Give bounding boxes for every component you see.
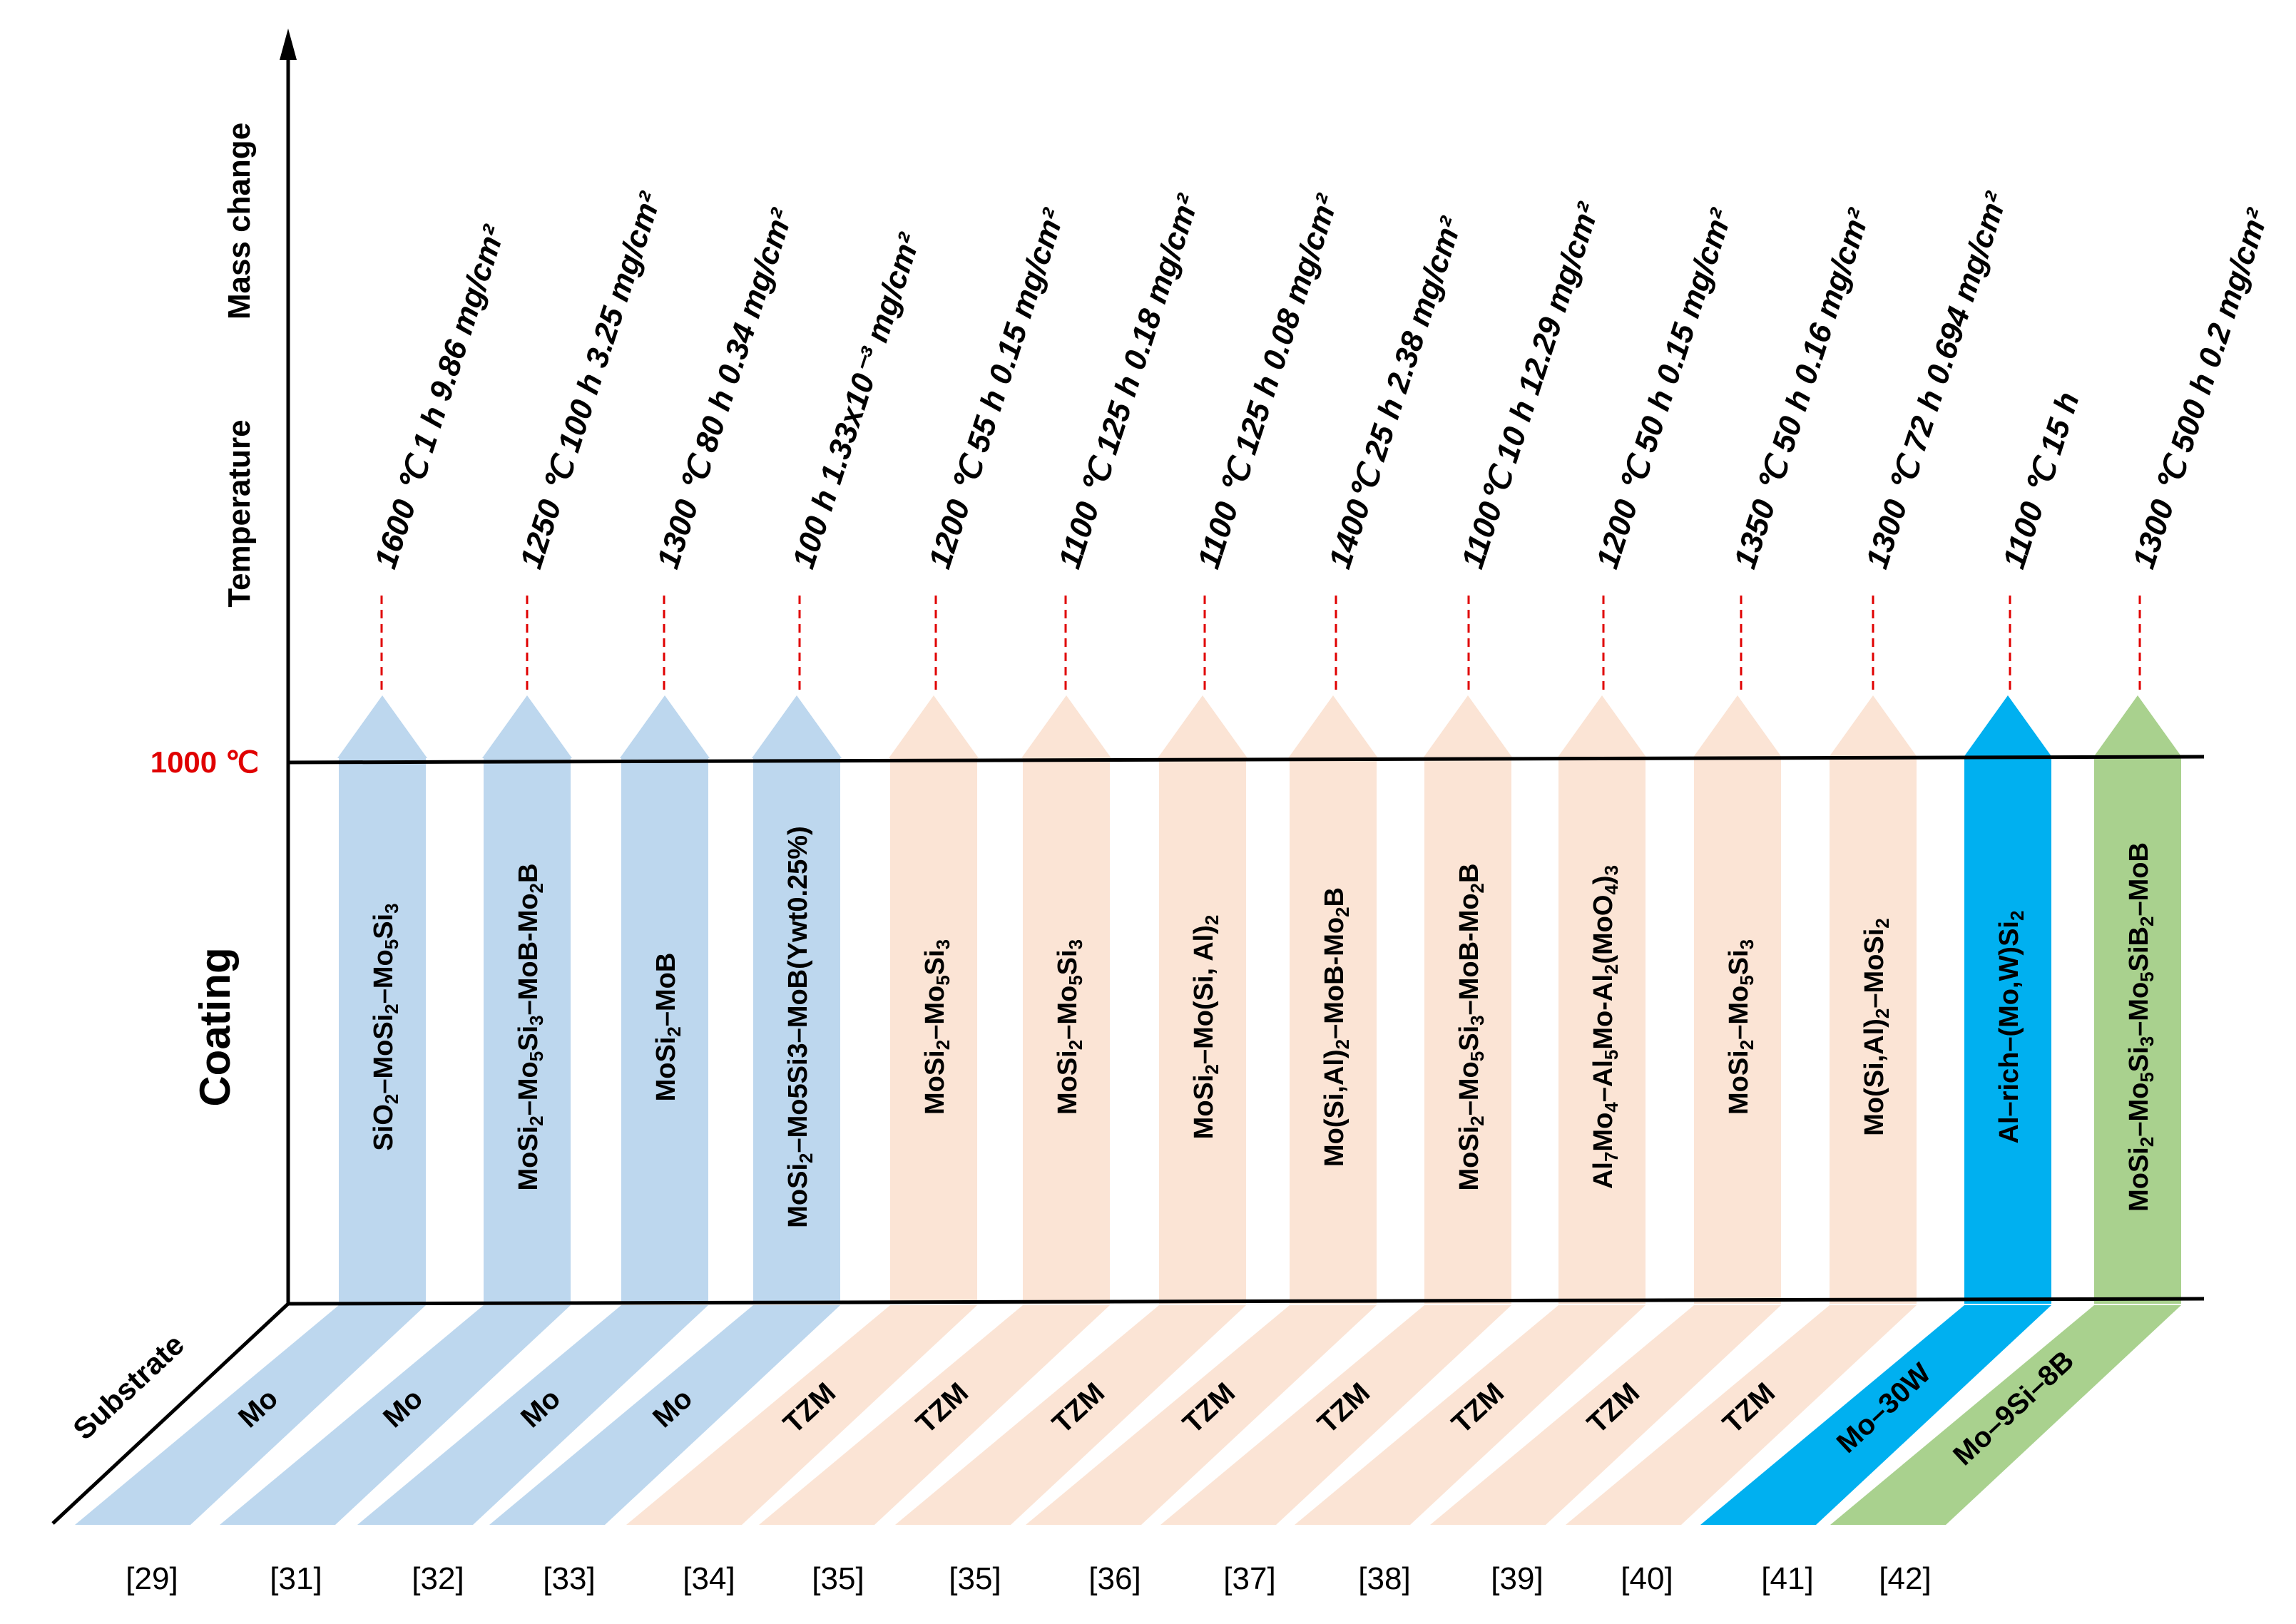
coating-column	[1158, 695, 1248, 1304]
condition-text: 1300 ℃ 500 h 0.2 mg/cm²	[2126, 204, 2276, 573]
reference-label: [35]	[812, 1561, 864, 1596]
condition-text: 1200 ℃ 50 h 0.15 mg/cm²	[1590, 204, 1740, 573]
condition-text: 1300 ℃ 72 h 0.694 mg/cm²	[1859, 188, 2014, 573]
reference-label: [29]	[126, 1561, 178, 1596]
substrate-axis-line	[51, 1302, 290, 1525]
coating-text: Mo(Si,Al)2–MoSi2	[1859, 918, 1893, 1135]
condition-text: 1400℃ 25 h 2.38 mg/cm²	[1322, 213, 1469, 573]
reference-label: [38]	[1358, 1561, 1410, 1596]
mass-change-label: Mass change	[222, 123, 257, 320]
substrate-band	[895, 1305, 1246, 1525]
coating-text: MoSi2–Mo5Si3	[1053, 939, 1086, 1115]
coating-text: Al–rich–(Mo,W)Si2	[1994, 911, 2028, 1144]
substrate-band	[75, 1305, 426, 1525]
coating-column	[1828, 695, 1918, 1304]
reference-label: [42]	[1879, 1561, 1931, 1596]
coating-column	[1021, 695, 1111, 1304]
coating-column	[1423, 695, 1513, 1304]
condition-text: 1200 ℃ 55 h 0.15 mg/cm²	[922, 204, 1072, 573]
substrate-label: Substrate	[66, 1327, 190, 1446]
substrate-band	[1295, 1305, 1646, 1525]
condition-text: 1100 ℃ 15 h	[1996, 388, 2086, 573]
condition-text: 1300 ℃ 80 h 0.34 mg/cm²	[650, 204, 800, 573]
y-axis-arrowhead	[280, 29, 297, 60]
coating-column	[482, 695, 572, 1304]
coating-column	[1557, 695, 1647, 1304]
reference-label: [33]	[543, 1561, 595, 1596]
coating-text: MoSi2–Mo5Si3	[1724, 939, 1757, 1115]
coating-text: MoSi2–MoB	[651, 953, 685, 1102]
substrate-band	[220, 1305, 571, 1525]
reference-label: [41]	[1761, 1561, 1813, 1596]
substrate-band	[626, 1305, 977, 1525]
condition-text: 1100℃ 10 h 12.29 mg/cm²	[1455, 198, 1606, 573]
temperature-label: Temperature	[222, 419, 257, 607]
threshold-label: 1000 ℃	[150, 745, 259, 779]
condition-text: 1100 ℃ 125 h 0.08 mg/cm²	[1191, 190, 1345, 573]
reference-label: [37]	[1223, 1561, 1275, 1596]
coating-column	[1693, 695, 1782, 1304]
reference-label: [32]	[412, 1561, 464, 1596]
coating-text: MoSi2–Mo(Si, Al)2	[1189, 915, 1223, 1140]
substrate-band	[1430, 1305, 1781, 1525]
coating-text: MoSi2–Mo5Si3–MoB-Mo2B	[514, 864, 547, 1191]
coating-text: Al7Mo4–Al5Mo-Al2(MoO4)3	[1588, 865, 1622, 1189]
reference-label: [36]	[1088, 1561, 1141, 1596]
condition-text: 100 h 1.33x10⁻³ mg/cm²	[786, 228, 928, 573]
baseline-line	[287, 1297, 2205, 1306]
coating-column	[1288, 695, 1378, 1304]
condition-text: 1250 ℃ 100 h 3.25 mg/cm²	[514, 188, 668, 573]
substrate-band	[1566, 1305, 1917, 1525]
reference-label: [39]	[1491, 1561, 1543, 1596]
reference-label: [31]	[270, 1561, 322, 1596]
coating-label: Coating	[191, 947, 239, 1106]
reference-label: [35]	[949, 1561, 1001, 1596]
substrate-band	[357, 1305, 708, 1525]
coating-text: MoSi2–Mo5Si3–MoB(Ywt0.25%)	[783, 826, 817, 1227]
substrate-band	[1830, 1305, 2181, 1525]
condition-text: 1600 ℃ 1 h 9.86 mg/cm²	[368, 220, 512, 573]
reference-label: [40]	[1621, 1561, 1673, 1596]
coating-text: SiO2–MoSi2–Mo5Si3	[369, 903, 402, 1150]
coating-columns: 1600 ℃ 1 h 9.86 mg/cm² SiO2–MoSi2–Mo5Si3 1…	[337, 188, 2276, 1304]
coating-text: MoSi2–Mo5Si3–Mo5SiB2–MoB	[2124, 842, 2158, 1212]
coating-text: Mo(Si,Al)2–MoB-Mo2B	[1320, 887, 1353, 1167]
substrate-band	[759, 1305, 1110, 1525]
coating-column	[337, 695, 427, 1304]
substrate-band	[1160, 1305, 1511, 1525]
threshold-line	[287, 755, 2205, 765]
substrate-band	[1700, 1305, 2051, 1525]
coating-text: MoSi2–Mo5Si3–MoB-Mo2B	[1454, 864, 1488, 1191]
substrate-band	[1026, 1305, 1377, 1525]
condition-text: 1350 ℃ 50 h 0.16 mg/cm²	[1728, 204, 1877, 573]
condition-text: 1100 ℃ 125 h 0.18 mg/cm²	[1052, 190, 1206, 573]
coating-column	[889, 695, 979, 1304]
reference-label: [34]	[683, 1561, 735, 1596]
substrate-band	[489, 1305, 840, 1525]
coating-column	[2093, 695, 2183, 1304]
substrate-bands: Mo[29]Mo[31]Mo[32]Mo[33]TZM[34]TZM[35]TZ…	[75, 1305, 2181, 1596]
coating-column	[620, 695, 710, 1304]
coating-column	[752, 695, 842, 1304]
coating-text: MoSi2–Mo5Si3	[920, 939, 954, 1115]
coating-column	[1963, 695, 2053, 1304]
